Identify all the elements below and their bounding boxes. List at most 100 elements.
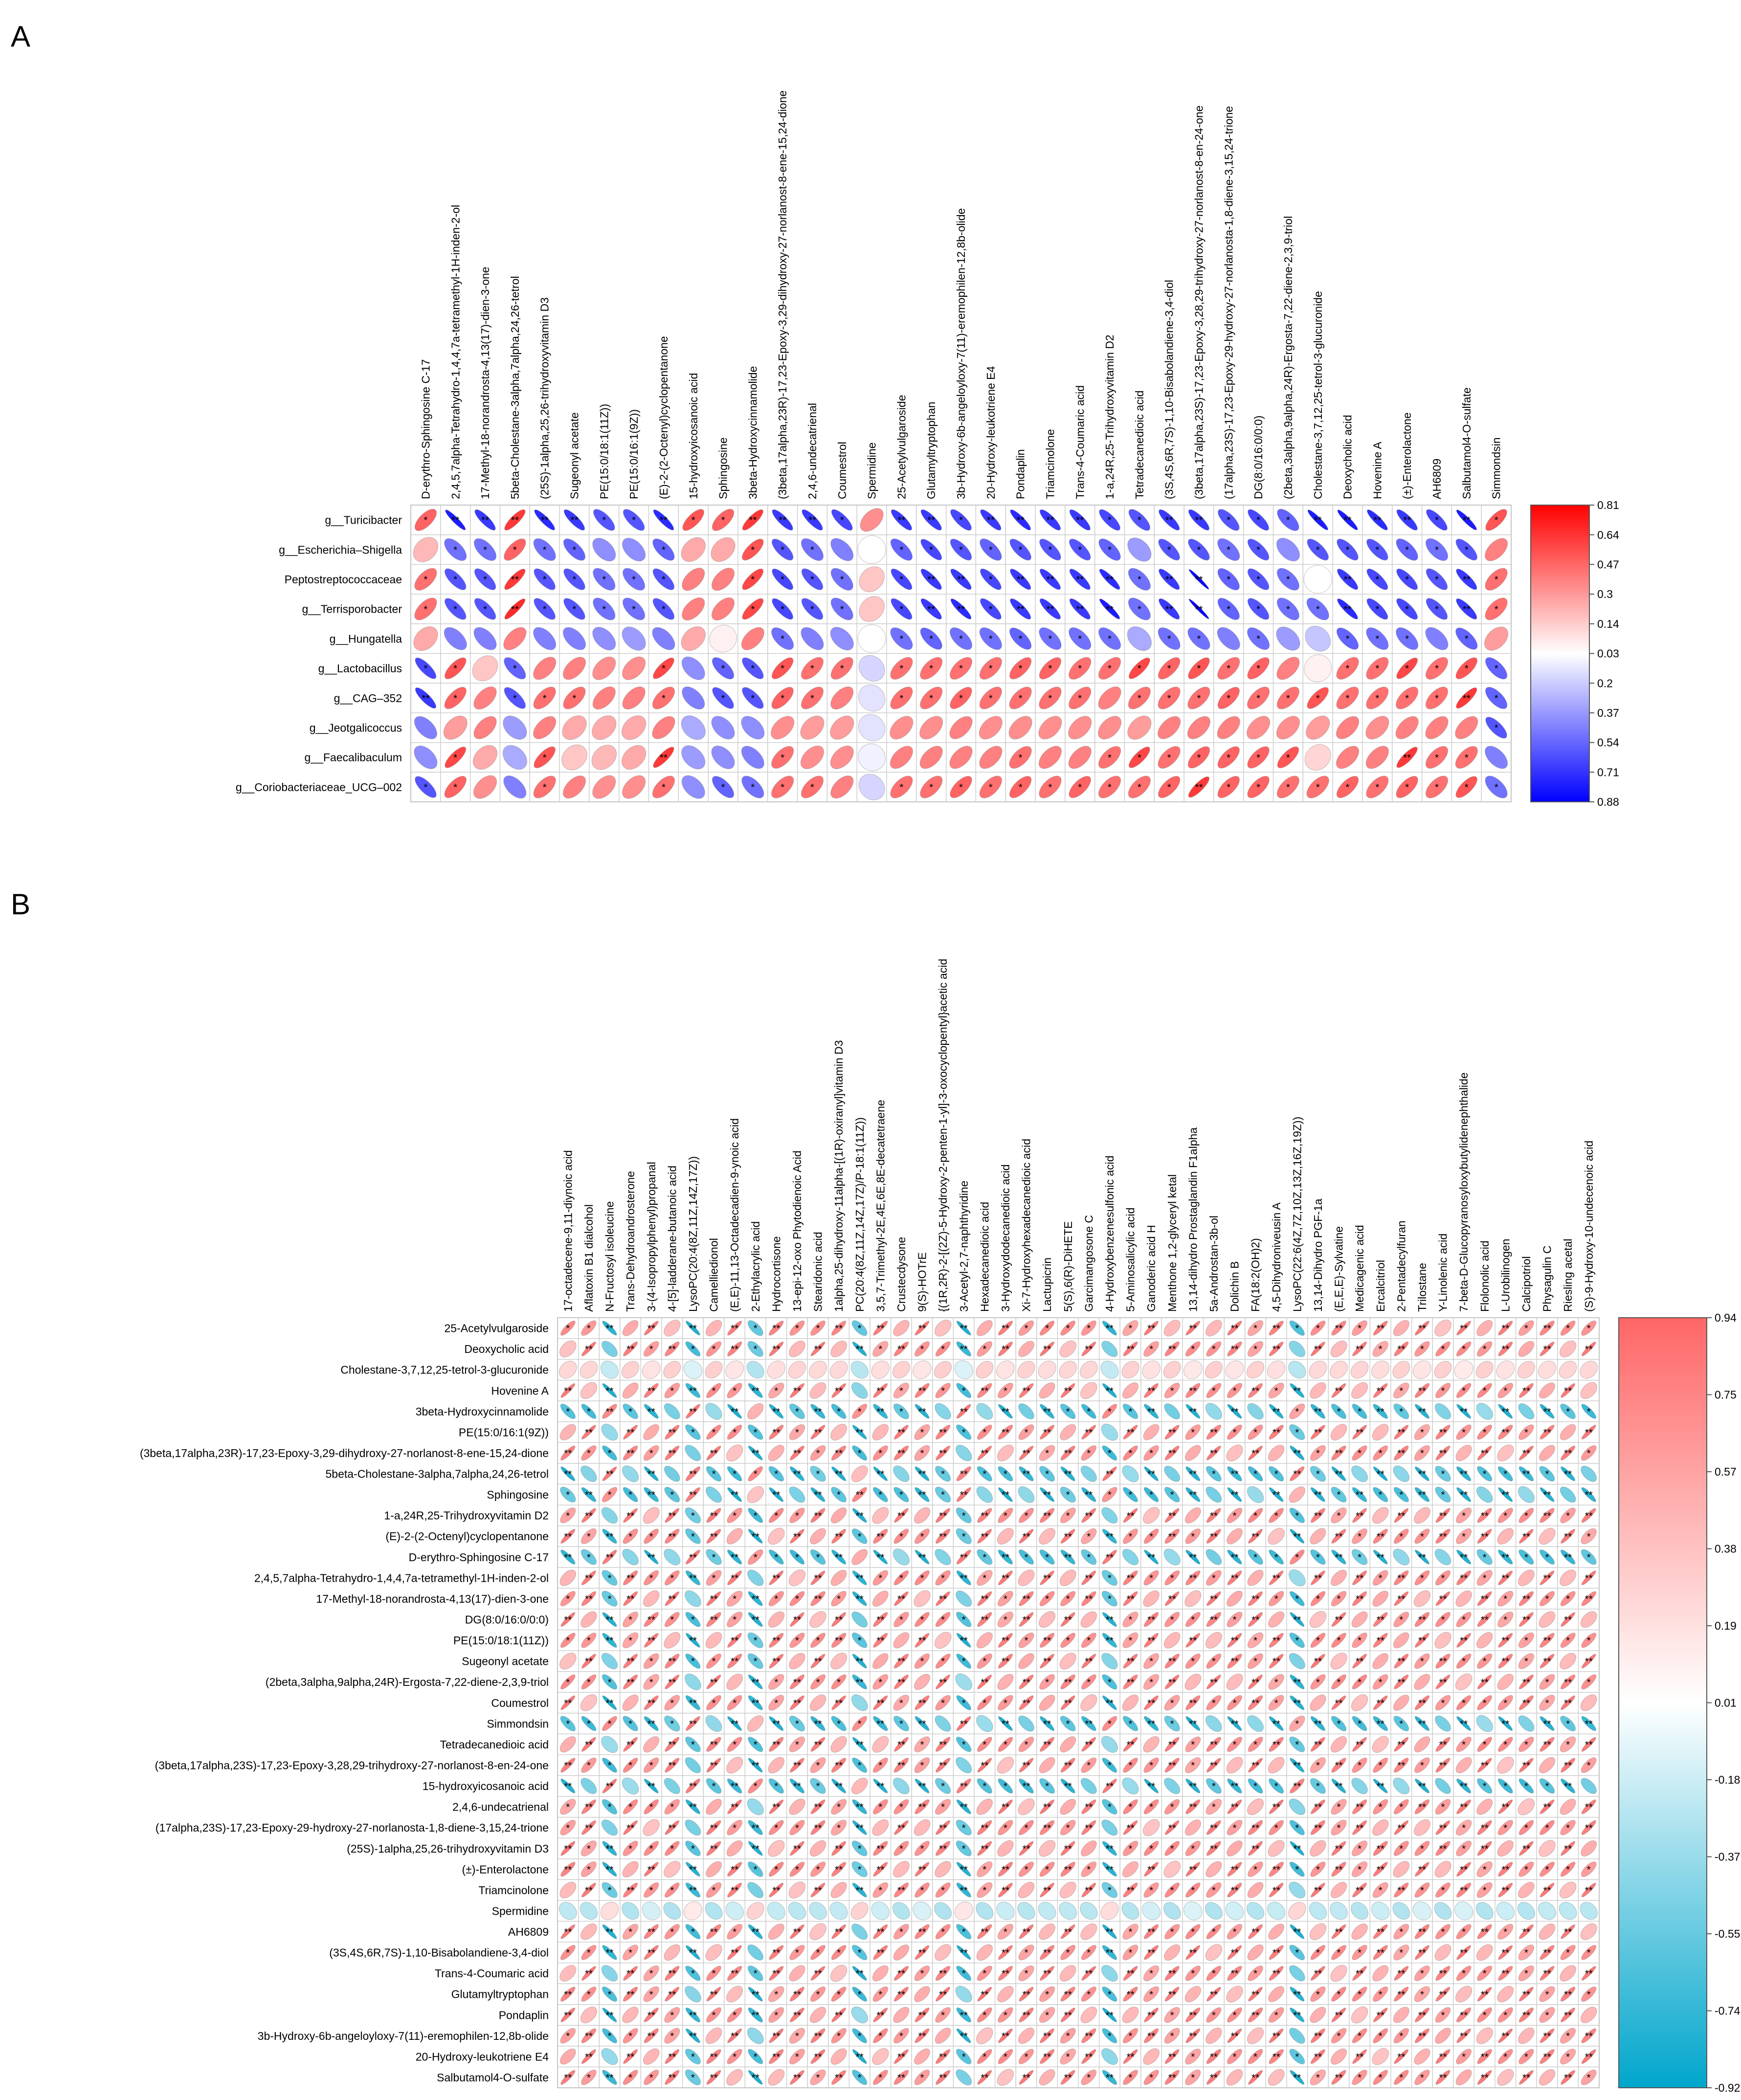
significance-mark: ** (897, 1427, 905, 1438)
column-label: Sugeonyl acetate (568, 412, 581, 499)
row-label: PE(15:0/18:1(11Z)) (453, 1634, 549, 1647)
significance-mark: ** (1106, 1385, 1114, 1396)
correlation-ellipse (652, 568, 675, 590)
significance-mark: * (566, 1822, 570, 1834)
significance-mark: * (1212, 1781, 1216, 1792)
significance-mark: ** (668, 1448, 676, 1459)
correlation-ellipse (593, 509, 615, 531)
column-label: 13,14-dihydro Prostaglandin F1alpha (1186, 1127, 1199, 1312)
significance-mark: ** (856, 1802, 864, 1813)
significance-mark: ** (1043, 1739, 1051, 1750)
significance-mark: * (649, 1802, 653, 1813)
significance-mark: ** (1126, 1739, 1134, 1750)
significance-mark: * (1191, 1427, 1195, 1438)
significance-mark: ** (1168, 1593, 1176, 1605)
correlation-ellipse (1188, 509, 1210, 531)
significance-mark: * (1465, 544, 1469, 555)
significance-mark: * (920, 1885, 924, 1896)
significance-mark: * (899, 604, 903, 615)
significance-mark: ** (605, 1406, 613, 1417)
significance-mark: ** (1147, 1552, 1155, 1563)
significance-mark: * (543, 782, 547, 793)
significance-mark: ** (585, 1510, 593, 1522)
significance-mark: ** (1314, 515, 1322, 526)
significance-mark: ** (814, 1427, 822, 1438)
significance-mark: * (781, 782, 784, 793)
significance-mark: * (1004, 1385, 1007, 1396)
significance-mark: * (899, 663, 903, 674)
significance-mark: ** (1106, 574, 1114, 585)
significance-mark: * (1108, 752, 1112, 763)
significance-mark: ** (1046, 574, 1054, 585)
significance-mark: * (1462, 1427, 1466, 1438)
significance-mark: ** (752, 1448, 759, 1459)
significance-mark: * (1435, 604, 1439, 615)
significance-mark: * (1197, 544, 1201, 555)
significance-mark: * (1004, 1614, 1007, 1626)
significance-mark: ** (752, 1531, 759, 1542)
significance-mark: * (982, 1885, 986, 1896)
significance-mark: ** (1022, 1677, 1030, 1688)
significance-mark: ** (1460, 1323, 1468, 1334)
significance-mark: ** (731, 1656, 738, 1667)
significance-mark: * (1170, 1718, 1174, 1729)
significance-mark: * (721, 663, 725, 674)
correlation-ellipse (1217, 538, 1240, 561)
significance-mark: * (662, 663, 666, 674)
significance-mark: * (795, 1323, 799, 1334)
column-label: 5-Aminosalicylic acid (1124, 1208, 1137, 1312)
significance-mark: ** (1165, 604, 1173, 615)
significance-mark: * (543, 544, 547, 555)
significance-mark: ** (918, 1781, 926, 1792)
significance-mark: * (670, 1885, 674, 1896)
significance-mark: ** (689, 1635, 697, 1646)
significance-mark: ** (1064, 1614, 1072, 1626)
row-label: Salbutamol4-O-sulfate (437, 2071, 549, 2084)
significance-mark: ** (668, 1760, 676, 1771)
significance-mark: * (1316, 544, 1320, 555)
significance-mark: * (1167, 634, 1171, 645)
correlation-ellipse (1307, 538, 1329, 561)
significance-mark: * (1587, 1677, 1591, 1688)
significance-mark: ** (1085, 1885, 1093, 1896)
correlation-ellipse (1247, 538, 1270, 561)
significance-mark: * (1566, 1510, 1570, 1522)
significance-mark: * (1405, 574, 1409, 585)
correlation-ellipse (444, 568, 467, 590)
significance-mark: * (1337, 1510, 1340, 1522)
significance-mark: ** (1439, 1531, 1447, 1542)
significance-mark: ** (1106, 1698, 1114, 1709)
significance-mark: ** (1377, 1781, 1384, 1792)
significance-mark: ** (1230, 1781, 1238, 1792)
significance-mark: ** (731, 1781, 738, 1792)
significance-mark: ** (1002, 1718, 1009, 1729)
significance-mark: ** (731, 1572, 738, 1584)
significance-mark: * (816, 1781, 820, 1792)
significance-mark: ** (1195, 515, 1203, 526)
correlation-ellipse (772, 598, 794, 620)
column-label: 5a-Androstan-3b-ol (1207, 1216, 1220, 1312)
significance-mark: * (712, 1656, 715, 1667)
significance-mark: ** (1085, 1489, 1093, 1501)
correlation-ellipse (802, 509, 823, 531)
significance-mark: ** (731, 1885, 738, 1896)
significance-mark: * (1066, 1718, 1070, 1729)
significance-mark: ** (1564, 1469, 1572, 1480)
significance-mark: ** (1439, 1822, 1447, 1834)
row-label: g__Faecalibaculum (305, 751, 402, 764)
significance-mark: ** (647, 1489, 655, 1501)
significance-mark: ** (897, 1760, 905, 1771)
significance-mark: * (1253, 1323, 1257, 1334)
significance-mark: ** (1064, 1531, 1072, 1542)
significance-mark: * (1108, 1677, 1112, 1688)
column-label: 2-Ethylacrylic acid (749, 1221, 762, 1312)
significance-mark: ** (918, 1718, 926, 1729)
column-label: Camelliedionol (708, 1238, 720, 1312)
significance-mark: ** (1377, 1718, 1384, 1729)
significance-mark: * (1274, 1385, 1278, 1396)
significance-mark: * (754, 1552, 758, 1563)
significance-mark: ** (1522, 1698, 1530, 1709)
significance-mark: * (1375, 544, 1379, 555)
significance-mark: * (733, 1614, 737, 1626)
column-label: Ganoderic acid H (1145, 1225, 1158, 1312)
